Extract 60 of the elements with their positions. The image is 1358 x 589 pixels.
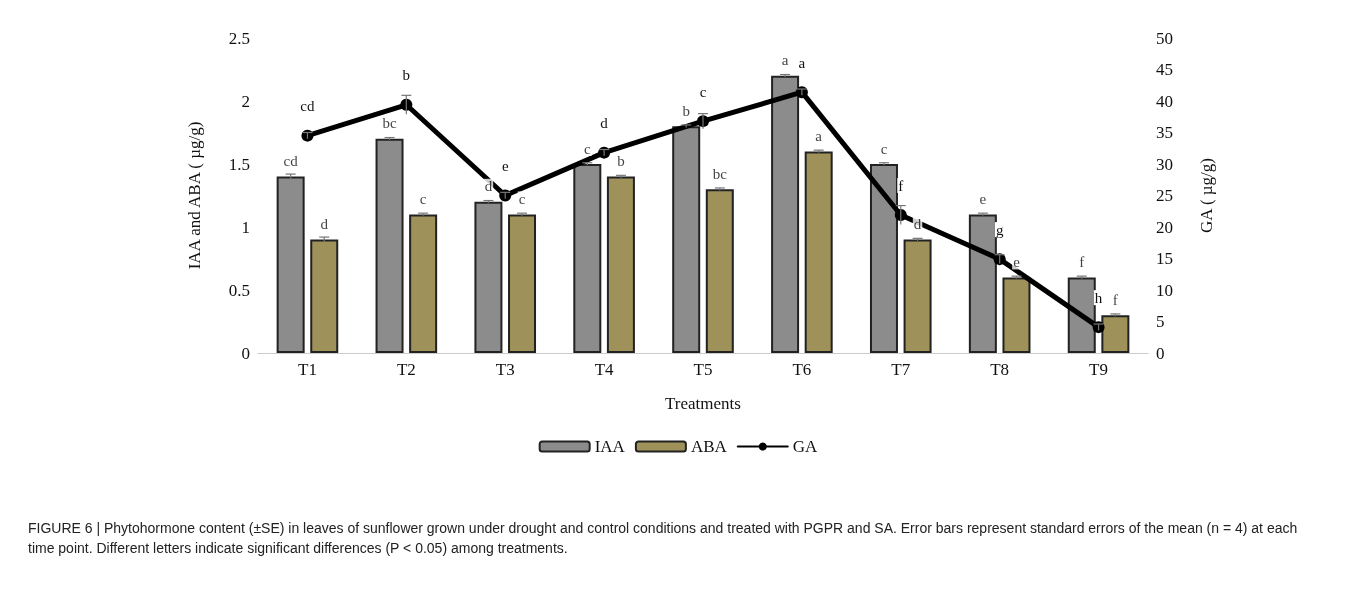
y2-axis-title: GA ( µg/g): [1197, 158, 1216, 233]
y-axis-title: IAA and ABA ( µg/g): [185, 121, 204, 270]
x-tick-label: T5: [693, 360, 713, 379]
data-label: d: [600, 115, 609, 132]
y2-tick-label: 40: [1156, 91, 1173, 111]
y-tick-label: 1.5: [228, 154, 250, 174]
data-label: a: [798, 54, 806, 71]
data-label: a: [815, 127, 823, 144]
legend-label: ABA: [690, 437, 728, 456]
y2-tick-label: 5: [1156, 312, 1165, 331]
data-label: f: [1112, 291, 1118, 308]
data-label: h: [1094, 289, 1103, 306]
y-tick-label: 0: [241, 343, 250, 363]
y2-tick-label: 50: [1156, 28, 1173, 48]
y2-tick-label: 10: [1156, 280, 1173, 300]
x-tick-label: T1: [298, 360, 317, 379]
data-label: b: [682, 102, 690, 119]
x-tick-label: T8: [990, 360, 1010, 379]
y-tick-label: 2.5: [228, 28, 250, 48]
legend-label: GA: [792, 437, 819, 456]
data-label: e: [979, 190, 987, 207]
y2-tick-label: 45: [1156, 60, 1173, 79]
data-label: c: [518, 190, 526, 207]
y2-tick-label: 35: [1156, 123, 1173, 142]
y2-tick-label: 15: [1156, 249, 1173, 268]
data-label: c: [419, 190, 427, 207]
y-tick-label: 0.5: [228, 280, 250, 300]
data-label: g: [995, 221, 1004, 238]
data-label: c: [880, 140, 888, 157]
legend-label: IAA: [594, 437, 626, 456]
data-label: b: [617, 153, 625, 170]
data-label: f: [1079, 253, 1085, 270]
data-label: cd: [300, 98, 316, 115]
data-label: bc: [712, 165, 728, 182]
data-label: f: [898, 177, 904, 194]
x-axis-title: Treatments: [665, 394, 741, 413]
x-tick-label: T6: [792, 360, 812, 379]
data-label: b: [402, 67, 411, 84]
data-label: c: [583, 140, 591, 157]
y-tick-label: 1: [241, 217, 250, 237]
y2-tick-label: 30: [1156, 154, 1173, 174]
data-label: bc: [382, 115, 397, 132]
x-tick-label: T3: [495, 360, 515, 379]
x-tick-label: T4: [594, 360, 615, 379]
data-label: e: [501, 158, 509, 174]
y2-tick-label: 25: [1156, 186, 1173, 205]
data-label: a: [781, 52, 789, 69]
data-label: e: [1013, 253, 1021, 270]
x-tick-label: T7: [891, 360, 911, 379]
data-label: cd: [283, 153, 299, 170]
data-label: c: [699, 83, 707, 100]
x-tick-label: T9: [1089, 360, 1108, 379]
data-label: d: [484, 178, 493, 195]
y2-tick-label: 20: [1156, 217, 1173, 237]
caption: FIGURE 6 | Phytohormone content (±SE) in leaves of sunflower grown under drought and control conditions and treated with PGPR and SA. Error bars represent standard errors of the mean (n = 4) at each time point. Different letters indicate significant differences (P < 0.05) among treatments.: [28, 520, 1302, 556]
data-label: d: [320, 216, 329, 233]
x-tick-label: T2: [396, 360, 416, 379]
y2-tick-label: 0: [1156, 343, 1165, 363]
y-tick-label: 2: [241, 91, 250, 111]
data-label: d: [913, 216, 922, 233]
